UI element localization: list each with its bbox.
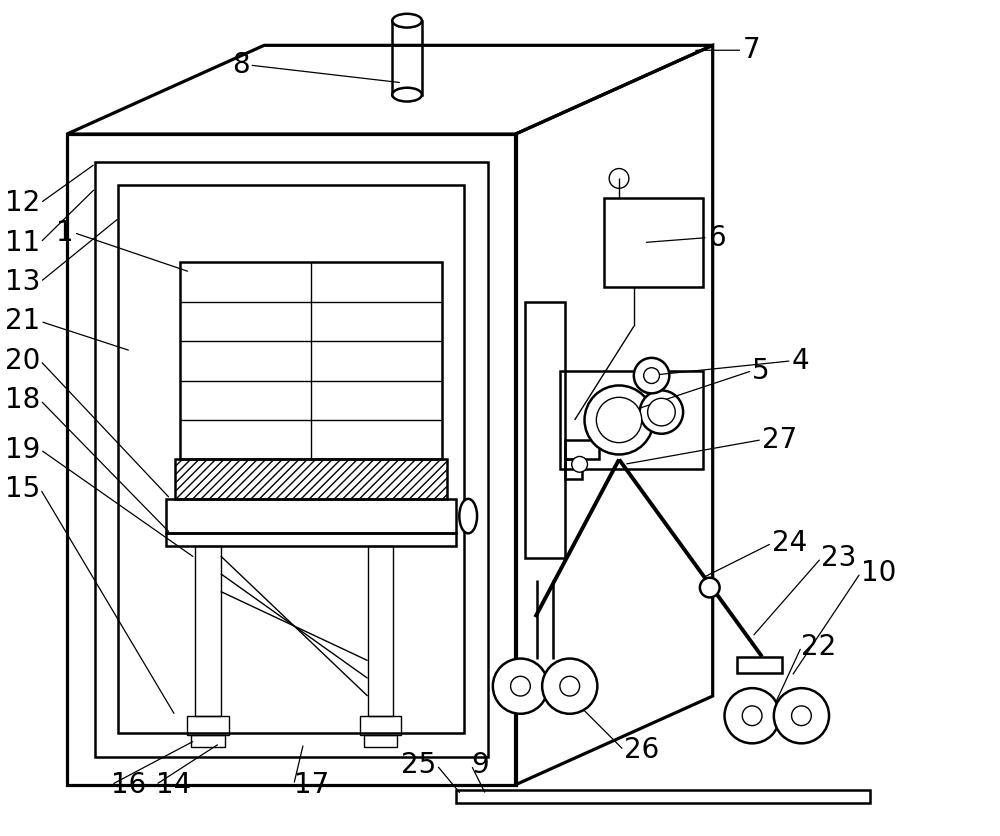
Text: 4: 4 (792, 347, 809, 375)
Text: 8: 8 (232, 51, 249, 79)
Bar (175, 460, 447, 499)
Text: 25: 25 (401, 751, 437, 779)
Bar (392, 21, 422, 94)
Text: 12: 12 (5, 189, 40, 217)
Text: 18: 18 (5, 386, 40, 415)
Circle shape (572, 456, 587, 472)
Text: 6: 6 (708, 223, 725, 252)
Text: 1: 1 (56, 219, 74, 247)
Bar (737, 656, 782, 673)
Text: 7: 7 (742, 36, 760, 64)
Circle shape (585, 385, 654, 455)
Bar (565, 460, 582, 479)
Circle shape (634, 358, 669, 394)
Bar (560, 370, 703, 469)
Ellipse shape (392, 88, 422, 101)
Circle shape (792, 706, 811, 726)
Circle shape (725, 688, 780, 743)
Bar (166, 499, 456, 533)
Text: 19: 19 (5, 436, 40, 463)
Bar (604, 198, 703, 287)
Text: 9: 9 (471, 751, 489, 779)
Text: 15: 15 (5, 475, 40, 503)
Text: 17: 17 (294, 771, 329, 798)
Bar (187, 716, 229, 736)
Text: 13: 13 (5, 268, 40, 296)
Text: 23: 23 (821, 544, 857, 572)
Circle shape (542, 659, 597, 714)
Text: 14: 14 (156, 771, 191, 798)
Bar (180, 263, 442, 460)
Bar (525, 302, 565, 558)
Ellipse shape (392, 13, 422, 28)
Text: 26: 26 (624, 737, 659, 764)
Circle shape (511, 676, 530, 696)
Text: 20: 20 (5, 347, 40, 375)
Circle shape (644, 368, 659, 384)
Bar (456, 790, 870, 803)
Circle shape (493, 659, 548, 714)
Text: 10: 10 (861, 558, 896, 587)
Circle shape (560, 676, 580, 696)
Bar (368, 546, 393, 716)
Circle shape (640, 390, 683, 434)
Bar (95, 161, 488, 757)
Bar (118, 186, 464, 733)
Bar (360, 716, 401, 736)
Text: 21: 21 (5, 308, 40, 335)
Bar (191, 736, 225, 747)
Bar (364, 736, 397, 747)
Text: 11: 11 (5, 228, 40, 257)
Bar (195, 546, 221, 716)
Ellipse shape (459, 499, 477, 533)
Circle shape (742, 706, 762, 726)
Text: 16: 16 (111, 771, 147, 798)
Circle shape (596, 397, 642, 442)
Text: 27: 27 (762, 426, 797, 454)
Text: 5: 5 (752, 357, 770, 385)
Bar (565, 440, 599, 460)
Circle shape (774, 688, 829, 743)
Circle shape (700, 578, 720, 598)
Text: 22: 22 (801, 633, 837, 660)
Circle shape (648, 398, 675, 426)
Bar (166, 533, 456, 546)
Text: 24: 24 (772, 529, 807, 558)
